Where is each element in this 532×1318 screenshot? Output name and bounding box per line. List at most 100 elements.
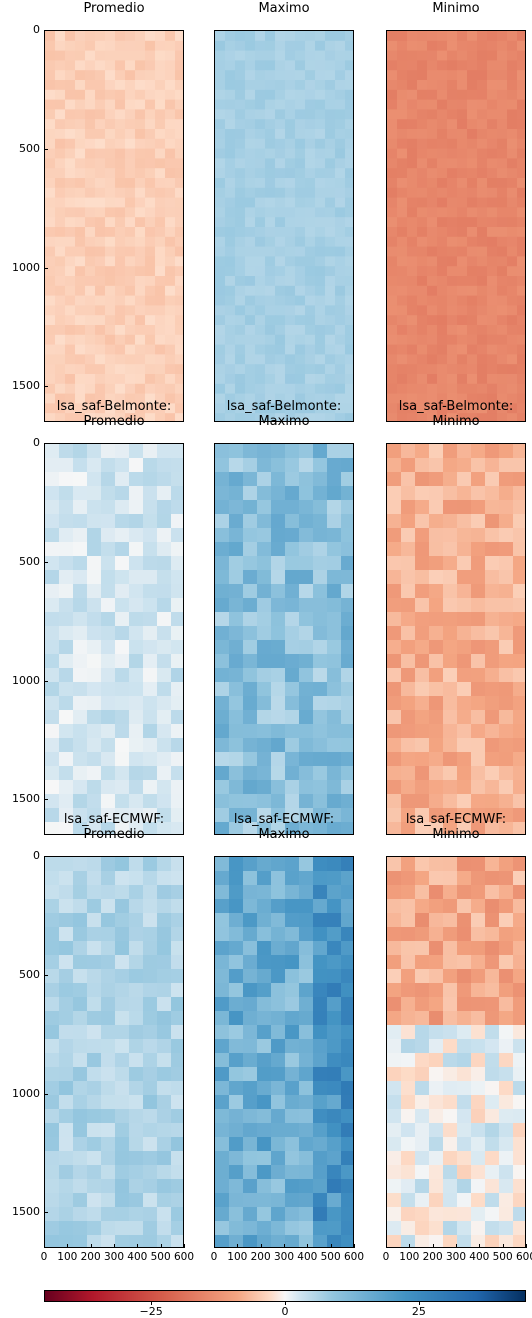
heatmap-cell bbox=[243, 997, 258, 1012]
heatmap-cell bbox=[429, 682, 444, 697]
heatmap-cell bbox=[215, 31, 226, 42]
heatmap-cell bbox=[265, 344, 276, 355]
heatmap-cell bbox=[225, 285, 236, 297]
heatmap-cell bbox=[397, 178, 408, 189]
heatmap-cell bbox=[143, 955, 158, 970]
heatmap-cell bbox=[457, 315, 468, 326]
heatmap-cell bbox=[285, 955, 300, 970]
heatmap-cell bbox=[485, 612, 500, 627]
heatmap-cell bbox=[115, 556, 130, 571]
heatmap-cell bbox=[457, 393, 468, 404]
heatmap-cell bbox=[101, 444, 116, 459]
heatmap-cell bbox=[457, 197, 468, 208]
heatmap-cell bbox=[485, 941, 500, 956]
heatmap-cell bbox=[55, 129, 66, 140]
heatmap-cell bbox=[115, 393, 126, 404]
heatmap-cell bbox=[215, 354, 226, 365]
heatmap-cell bbox=[235, 187, 246, 199]
heatmap-cell bbox=[295, 315, 306, 326]
heatmap-cell bbox=[407, 197, 418, 208]
heatmap-cell bbox=[143, 1221, 158, 1236]
heatmap-cell bbox=[275, 187, 286, 199]
heatmap-cell bbox=[65, 40, 76, 52]
heatmap-cell bbox=[513, 556, 525, 571]
heatmap-cell bbox=[457, 584, 472, 599]
heatmap-cell bbox=[87, 913, 102, 928]
heatmap-cell bbox=[145, 344, 156, 355]
heatmap-cell bbox=[443, 1235, 458, 1247]
heatmap-cell bbox=[95, 403, 106, 414]
heatmap-cell bbox=[313, 1235, 328, 1247]
heatmap-cell bbox=[285, 40, 296, 52]
heatmap-cell bbox=[275, 315, 286, 326]
heatmap-cell bbox=[175, 40, 183, 52]
heatmap-cell bbox=[171, 1095, 183, 1110]
heatmap-cell bbox=[143, 885, 158, 900]
x-tick-mark bbox=[44, 1244, 45, 1248]
heatmap-cell bbox=[145, 236, 156, 248]
heatmap-cell bbox=[215, 738, 230, 753]
heatmap-cell bbox=[229, 885, 244, 900]
heatmap-cell bbox=[143, 794, 158, 809]
heatmap-cell bbox=[255, 158, 266, 169]
heatmap-cell bbox=[157, 528, 172, 543]
heatmap-cell bbox=[485, 682, 500, 697]
heatmap-cell bbox=[487, 197, 498, 208]
heatmap-cell bbox=[485, 1067, 500, 1082]
heatmap-cell bbox=[471, 780, 486, 795]
heatmap-cell bbox=[105, 99, 116, 110]
heatmap-cell bbox=[407, 344, 418, 355]
heatmap-cell bbox=[271, 794, 286, 809]
heatmap-cell bbox=[85, 246, 96, 257]
heatmap-cell bbox=[429, 528, 444, 543]
heatmap-cell bbox=[243, 1137, 258, 1152]
heatmap-cell bbox=[275, 256, 286, 267]
heatmap-cell bbox=[327, 969, 342, 984]
heatmap-cell bbox=[443, 1137, 458, 1152]
heatmap-cell bbox=[243, 752, 258, 767]
heatmap-cell bbox=[59, 1109, 74, 1124]
heatmap-cell bbox=[427, 383, 438, 395]
heatmap-cell bbox=[437, 178, 448, 189]
heatmap-cell bbox=[499, 584, 514, 599]
heatmap-cell bbox=[457, 766, 472, 781]
heatmap-cell bbox=[101, 1053, 116, 1068]
heatmap-cell bbox=[87, 997, 102, 1012]
heatmap-cell bbox=[285, 766, 300, 781]
heatmap-cell bbox=[115, 89, 126, 101]
heatmap-cell bbox=[45, 570, 60, 585]
heatmap-cell bbox=[215, 227, 226, 238]
heatmap-cell bbox=[155, 109, 166, 120]
heatmap-cell bbox=[225, 70, 236, 81]
heatmap-cell bbox=[467, 138, 478, 150]
heatmap-cell bbox=[129, 668, 144, 683]
heatmap-cell bbox=[73, 857, 88, 872]
heatmap-cell bbox=[305, 325, 316, 336]
heatmap-cell bbox=[429, 752, 444, 767]
heatmap-cell bbox=[315, 374, 326, 385]
heatmap-cell bbox=[429, 969, 444, 984]
heatmap-cell bbox=[215, 626, 230, 641]
heatmap-cell bbox=[429, 724, 444, 739]
heatmap-cell bbox=[229, 542, 244, 557]
heatmap-cell bbox=[427, 70, 438, 81]
heatmap-cell bbox=[45, 403, 56, 414]
heatmap-cell bbox=[157, 514, 172, 529]
heatmap-cell bbox=[125, 109, 136, 120]
heatmap-cell bbox=[171, 682, 183, 697]
heatmap-cell bbox=[313, 808, 328, 823]
heatmap-cell bbox=[229, 808, 244, 823]
heatmap-cell bbox=[427, 276, 438, 287]
heatmap-cell bbox=[45, 584, 60, 599]
heatmap-cell bbox=[45, 315, 56, 326]
heatmap-cell bbox=[171, 927, 183, 942]
heatmap-cell bbox=[55, 413, 66, 421]
heatmap-cell bbox=[335, 217, 346, 228]
y-tick-mark bbox=[44, 561, 48, 563]
heatmap-cell bbox=[55, 138, 66, 150]
heatmap-cell bbox=[229, 1067, 244, 1082]
heatmap-cell bbox=[229, 514, 244, 529]
heatmap-cell bbox=[257, 710, 272, 725]
heatmap-cell bbox=[415, 458, 430, 473]
heatmap-cell bbox=[285, 1011, 300, 1026]
